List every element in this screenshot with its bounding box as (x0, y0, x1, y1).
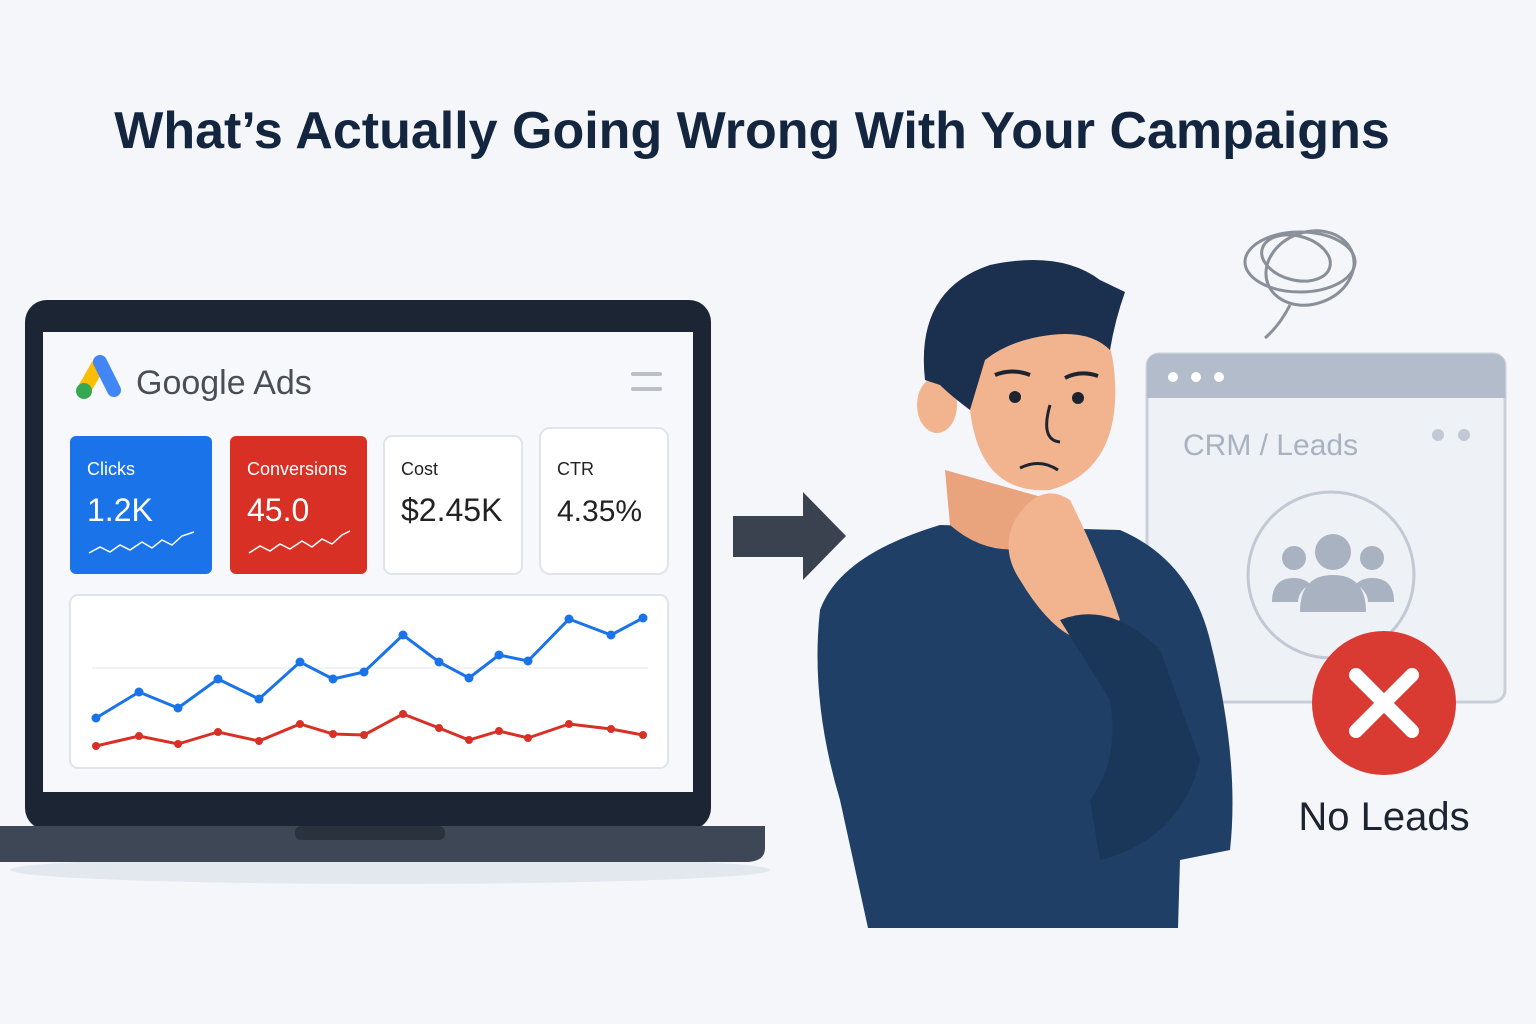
window-dots (1168, 372, 1224, 382)
metric-card (70, 436, 212, 574)
metric-value: $2.45K (401, 492, 502, 528)
laptop-notch (295, 826, 445, 840)
arrow (733, 492, 846, 580)
blue-line (91, 613, 648, 723)
laptop-base (0, 826, 765, 862)
person (817, 260, 1233, 928)
red-line (92, 710, 647, 750)
status-label: No Leads (1298, 795, 1469, 839)
metric-value: 45.0 (247, 492, 309, 528)
metric-card (230, 436, 367, 574)
metric-label: Cost (401, 459, 438, 479)
metric-label: CTR (557, 459, 594, 479)
brand: Google Ads (136, 364, 312, 402)
metric-value: 4.35% (557, 495, 642, 528)
chart-panel (69, 594, 669, 769)
metric-label: Clicks (87, 459, 135, 479)
metric-label: Conversions (247, 459, 347, 479)
metric-card (539, 427, 669, 575)
error-cross (1349, 668, 1419, 738)
metric-value: 1.2K (87, 492, 153, 528)
shadow (10, 856, 770, 884)
people-icon (1272, 534, 1394, 612)
title: What’s Actually Going Wrong With Your Ca… (114, 102, 1390, 160)
crm-dots (1432, 429, 1470, 441)
confusion-scribble (1243, 229, 1357, 340)
sparkline (88, 531, 195, 554)
metric-card (383, 435, 523, 575)
ads-logo (76, 355, 121, 399)
crm-title: CRM / Leads (1183, 429, 1358, 462)
menu-icon (631, 372, 662, 391)
crm-titlebar (1147, 354, 1505, 398)
sparkline (248, 530, 351, 554)
